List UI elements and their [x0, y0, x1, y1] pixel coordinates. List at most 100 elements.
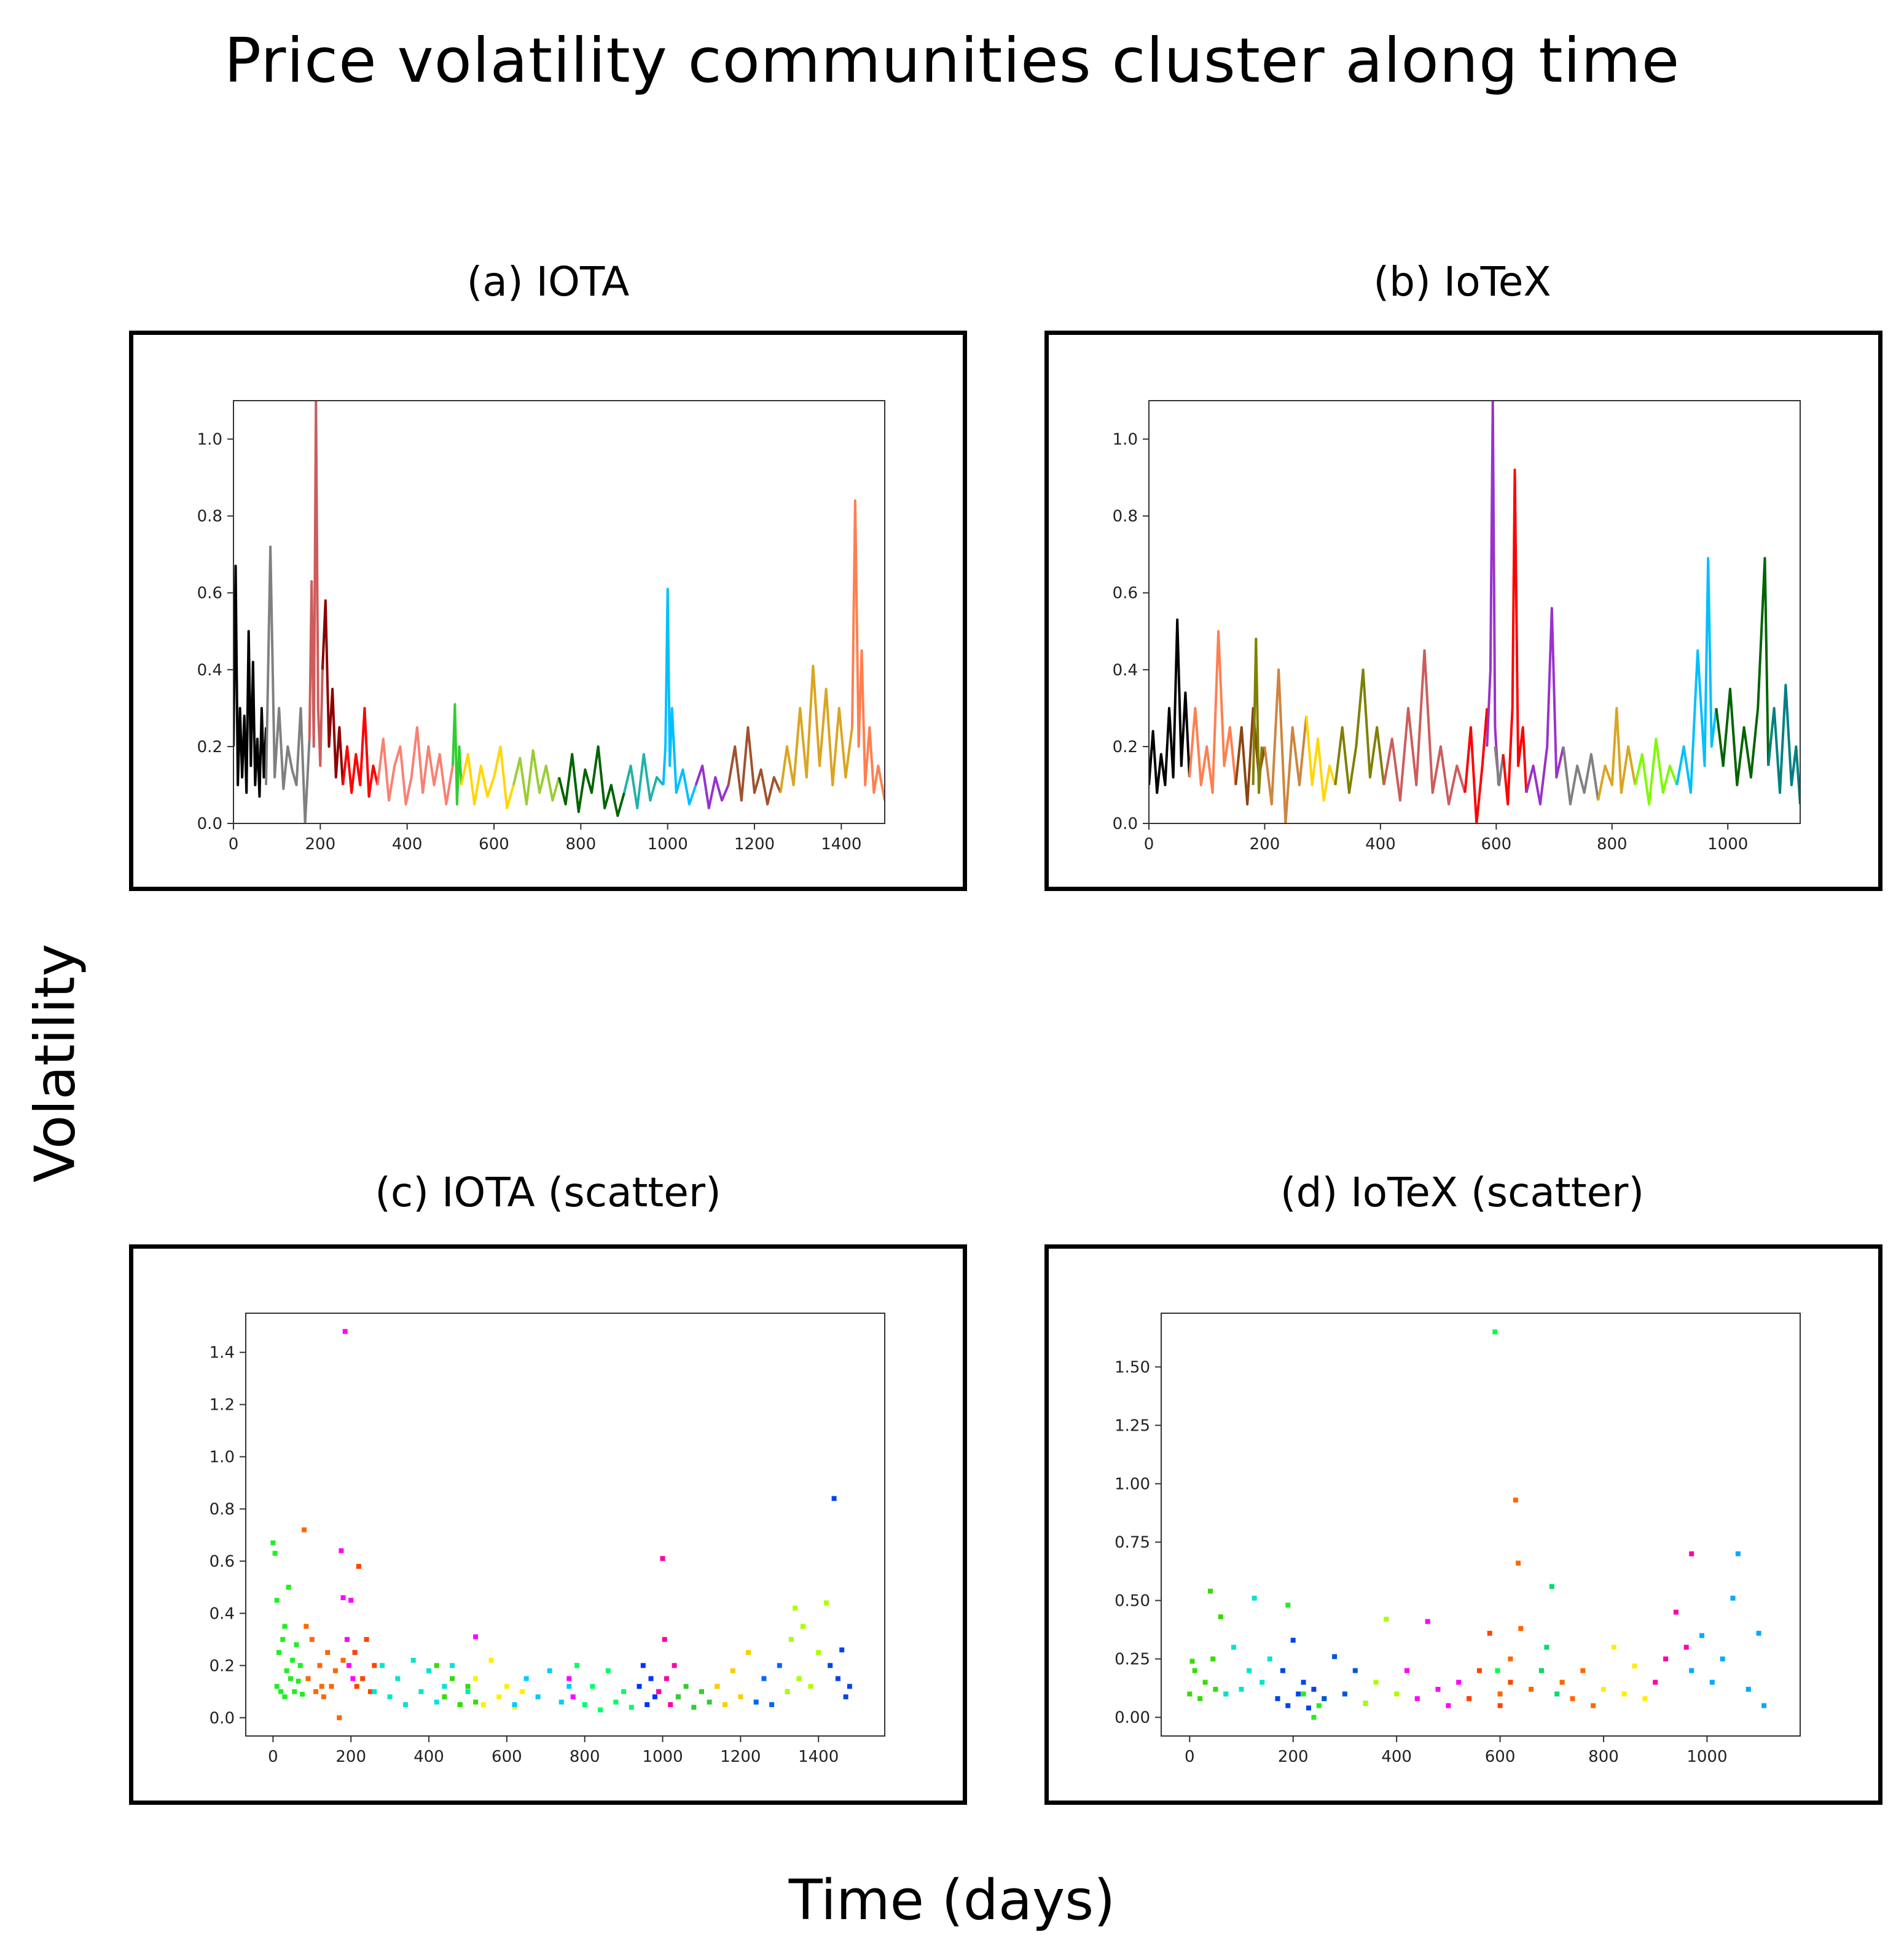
axes-frame-d — [1161, 1313, 1801, 1737]
y-tick-label-d-6: 1.25 — [1115, 1416, 1150, 1435]
x-tick-label-a-3: 400 — [392, 835, 423, 854]
scatter-point-c-1-11 — [290, 1657, 296, 1663]
scatter-point-d-15-8 — [1756, 1630, 1761, 1636]
x-tick-label-d-2: 200 — [1278, 1748, 1309, 1766]
scatter-point-c-11-3 — [644, 1702, 650, 1707]
scatter-point-c-7-4 — [496, 1694, 502, 1700]
scatter-point-c-12-6 — [672, 1663, 677, 1668]
scatter-point-d-7-3 — [1425, 1619, 1430, 1624]
scatter-point-d-7-5 — [1446, 1703, 1451, 1708]
chart-b: 0 200 400 600 800 1000 0.0 0.2 0.4 0.6 0.8 1.0 — [1113, 400, 1801, 854]
scatter-point-c-4-6 — [372, 1663, 377, 1668]
scatter-point-d-8-5 — [1508, 1679, 1513, 1685]
scatter-point-c-6-6 — [473, 1699, 479, 1705]
scatter-point-d-2-6 — [1260, 1679, 1265, 1685]
scatter-point-c-7-7 — [520, 1689, 525, 1694]
scatter-point-d-8-1 — [1467, 1696, 1472, 1702]
scatter-point-c-6-2 — [442, 1694, 447, 1700]
scatter-point-d-2-7 — [1267, 1656, 1272, 1662]
plot-area-a — [233, 401, 885, 823]
x-tick-label-a-1: 0 — [229, 835, 239, 854]
x-tick-label-c-1: 0 — [268, 1748, 278, 1766]
scatter-point-c-5-2 — [380, 1663, 385, 1668]
scatter-point-c-5-7 — [418, 1689, 424, 1694]
chart-a: 0 200 400 600 800 1000 1200 1400 0.0 0.2 0.4 0.6 0.8… — [197, 400, 885, 854]
plot-area-d — [1187, 1329, 1767, 1720]
scatter-point-c-15-3 — [769, 1702, 775, 1707]
scatter-point-d-15-9 — [1761, 1703, 1767, 1708]
series-line-a-13 — [694, 764, 730, 809]
scatter-point-c-3-2 — [340, 1595, 346, 1600]
scatter-point-c-10-1 — [574, 1663, 579, 1668]
series-line-a-2 — [265, 545, 311, 823]
y-tick-label-c-2: 0.2 — [210, 1657, 235, 1675]
scatter-point-c-2-4 — [313, 1689, 319, 1694]
scatter-point-c-7-5 — [504, 1684, 509, 1689]
y-tick-label-c-6: 1.0 — [210, 1448, 235, 1467]
panel-c-frame — [129, 1244, 967, 1805]
scatter-point-c-5-8 — [426, 1668, 431, 1673]
scatter-point-c-15-4 — [777, 1663, 782, 1668]
x-tick-label-b-2: 200 — [1250, 835, 1280, 854]
scatter-point-d-5-1 — [1322, 1696, 1327, 1702]
x-tick-label-c-8: 1400 — [798, 1748, 839, 1766]
scatter-point-d-14-4 — [1683, 1644, 1689, 1650]
scatter-point-c-10-6 — [613, 1699, 619, 1705]
scatter-point-c-1-9 — [286, 1584, 291, 1590]
scatter-point-d-7-4 — [1435, 1687, 1441, 1692]
series-line-a-7 — [451, 703, 463, 806]
scatter-point-c-1-13 — [294, 1642, 299, 1648]
scatter-point-d-1-2 — [1192, 1668, 1197, 1673]
series-line-b-6 — [1305, 715, 1337, 802]
y-tick-label-a-5: 0.8 — [197, 508, 222, 526]
scatter-point-d-12-2 — [1570, 1696, 1575, 1702]
y-tick-label-c-4: 0.6 — [210, 1552, 235, 1571]
x-tick-label-c-6: 1000 — [642, 1748, 683, 1766]
scatter-point-d-10-2 — [1508, 1656, 1513, 1662]
scatter-point-d-9-1 — [1492, 1329, 1498, 1335]
scatter-point-c-1-15 — [297, 1663, 303, 1668]
scatter-point-c-1-18 — [282, 1624, 288, 1629]
x-tick-label-c-5: 800 — [570, 1748, 600, 1766]
scatter-point-d-12-1 — [1559, 1679, 1565, 1685]
scatter-point-c-16-6 — [808, 1684, 813, 1689]
scatter-point-d-10-1 — [1497, 1691, 1503, 1697]
scatter-point-c-13-5 — [707, 1699, 712, 1705]
scatter-point-c-8-5 — [558, 1699, 564, 1705]
y-tick-label-a-3: 0.4 — [197, 661, 222, 680]
x-tick-label-b-1: 0 — [1144, 835, 1154, 854]
scatter-point-c-1-10 — [288, 1676, 293, 1681]
scatter-point-c-5-6 — [410, 1657, 416, 1663]
scatter-point-d-1-3 — [1197, 1696, 1203, 1702]
scatter-point-d-13-3 — [1621, 1691, 1627, 1697]
series-line-b-8 — [1382, 649, 1467, 806]
scatter-point-c-4-7 — [354, 1684, 359, 1689]
y-tick-label-d-5: 1.00 — [1115, 1475, 1150, 1493]
scatter-point-c-2-1 — [302, 1527, 307, 1533]
scatter-point-d-7-1 — [1404, 1668, 1409, 1673]
scatter-point-d-10-5 — [1518, 1626, 1524, 1632]
y-tick-label-b-3: 0.4 — [1113, 661, 1138, 680]
series-line-b-7 — [1334, 668, 1385, 794]
x-tick-label-d-3: 400 — [1381, 1748, 1412, 1766]
scatter-point-d-4-3 — [1311, 1714, 1317, 1720]
scatter-point-c-10-5 — [605, 1668, 611, 1673]
scatter-point-c-1-5 — [278, 1689, 284, 1694]
scatter-point-d-3-2 — [1280, 1668, 1285, 1673]
scatter-point-c-1-8 — [284, 1668, 289, 1673]
series-line-b-14 — [1562, 746, 1600, 806]
y-tick-label-c-7: 1.2 — [210, 1396, 235, 1415]
scatter-point-d-7-6 — [1456, 1679, 1462, 1685]
y-tick-label-a-2: 0.2 — [197, 738, 222, 756]
series-line-b-4 — [1252, 637, 1263, 794]
series-line-b-5 — [1263, 668, 1308, 823]
scatter-point-d-8-2 — [1476, 1668, 1482, 1673]
scatter-point-c-12-5 — [668, 1702, 673, 1707]
scatter-point-d-3-8 — [1311, 1687, 1317, 1692]
scatter-point-d-1-9 — [1189, 1659, 1195, 1664]
scatter-point-c-17-4 — [839, 1647, 845, 1652]
scatter-point-c-12-3 — [662, 1636, 667, 1642]
y-tick-label-d-7: 1.50 — [1115, 1358, 1150, 1377]
y-tick-label-a-4: 0.6 — [197, 584, 222, 603]
scatter-point-d-3-4 — [1290, 1638, 1296, 1643]
